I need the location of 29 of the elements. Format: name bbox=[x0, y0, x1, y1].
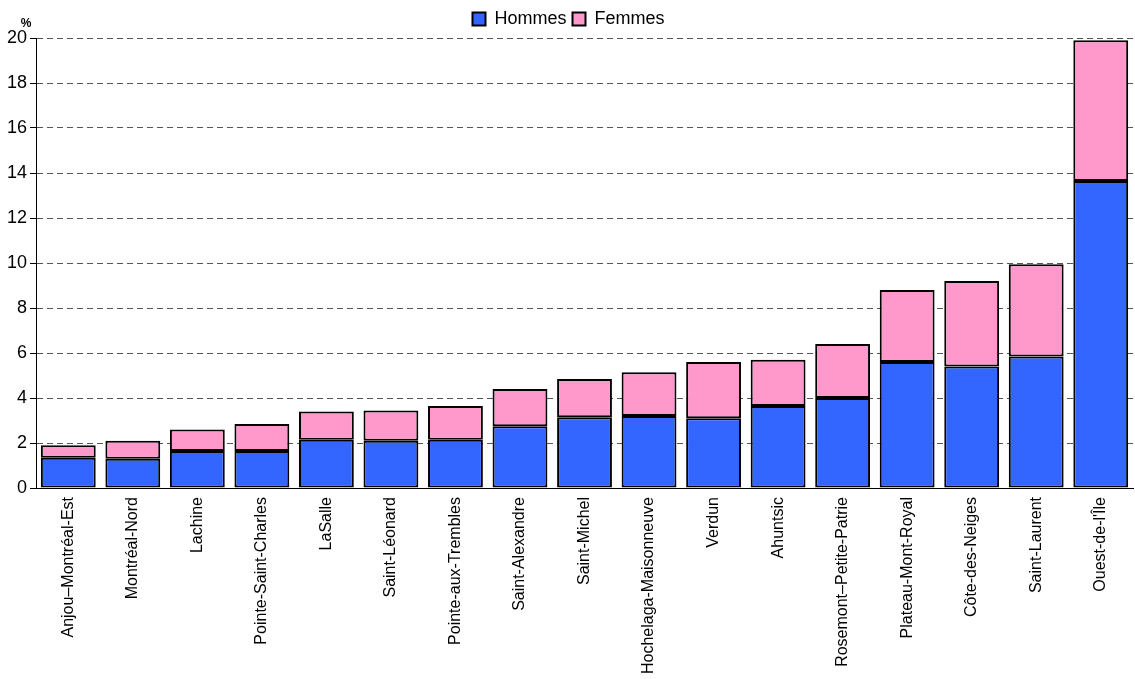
y-tick-label: 18 bbox=[6, 71, 28, 92]
x-tick-label: LaSalle bbox=[316, 496, 334, 551]
x-tick-label: Saint-Michel bbox=[574, 497, 592, 586]
y-tick-label: 16 bbox=[6, 116, 28, 137]
x-tick-label: Plateau-Mont-Royal bbox=[897, 497, 915, 639]
y-tick-label: 0 bbox=[17, 476, 28, 497]
y-tick-label: 4 bbox=[17, 386, 28, 407]
y-tick-label: 8 bbox=[17, 296, 28, 317]
x-tick-label: Montréal-Nord bbox=[123, 497, 141, 600]
y-tick-label: 10 bbox=[6, 251, 28, 272]
legend-label: Hommes bbox=[494, 7, 567, 28]
x-tick-label: Pointe-aux-Trembles bbox=[445, 497, 463, 645]
x-tick-label: Saint-Laurent bbox=[1026, 496, 1044, 594]
x-tick-label: Hochelaga-Maisonneuve bbox=[639, 496, 657, 674]
x-tick-label: Saint-Alexandre bbox=[510, 496, 528, 611]
x-tick-label: Pointe-Saint-Charles bbox=[252, 497, 270, 645]
x-tick-label: Ouest-de-l'Île bbox=[1090, 496, 1109, 592]
y-tick-label: 2 bbox=[17, 431, 28, 452]
x-tick-label: Ahuntsic bbox=[768, 497, 786, 559]
x-tick-label: Rosemont–Petite-Patrie bbox=[833, 496, 851, 667]
y-tick-label: 14 bbox=[6, 161, 28, 182]
legend-label: Femmes bbox=[594, 7, 665, 28]
x-tick-label: Côte-des-Neiges bbox=[962, 497, 980, 618]
x-tick-label: Saint-Léonard bbox=[381, 497, 399, 598]
y-tick-label: 12 bbox=[6, 206, 28, 227]
x-tick-label: Anjou–Montréal-Est bbox=[58, 496, 76, 638]
x-tick-label: Lachine bbox=[187, 496, 205, 554]
y-tick-label: 6 bbox=[17, 341, 28, 362]
x-tick-label: Verdun bbox=[703, 497, 721, 548]
